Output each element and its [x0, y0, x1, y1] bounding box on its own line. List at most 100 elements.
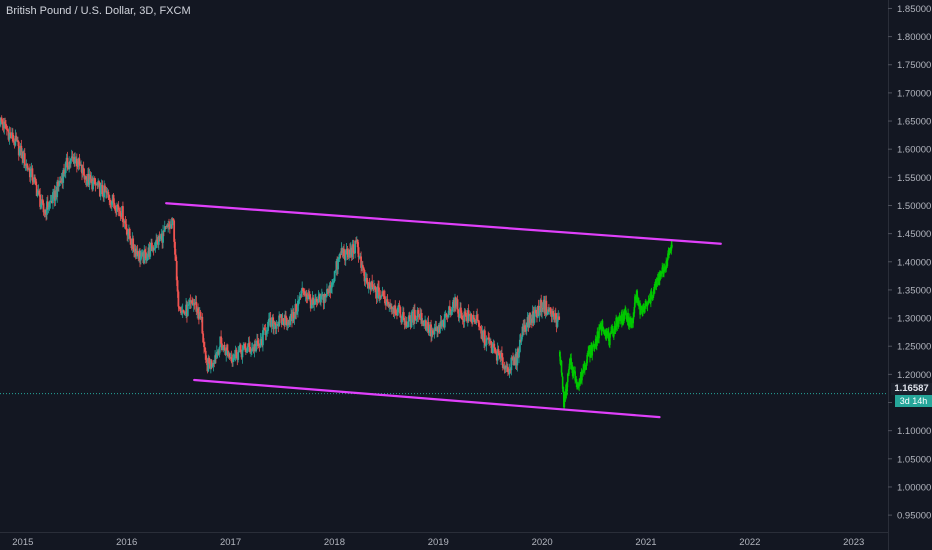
projected-candle: [597, 331, 599, 338]
candle: [99, 182, 102, 201]
candle: [508, 363, 511, 379]
candle: [26, 163, 29, 172]
projected-candle: [621, 309, 623, 328]
trendlines-layer[interactable]: [165, 202, 722, 419]
candle: [235, 347, 238, 359]
candle: [180, 306, 182, 316]
projected-candle: [566, 372, 569, 388]
time-axis[interactable]: 2015 2016 2017 2018 2019 2020 2021 2022 2023: [12, 537, 864, 548]
candle: [394, 300, 397, 317]
price-tick-label: 1.70000: [897, 88, 931, 99]
time-tick-label: 2018: [324, 537, 345, 548]
projected-candle: [636, 295, 639, 304]
price-axis[interactable]: 1.85000 1.80000 1.75000 1.70000 1.65000 1.600…: [888, 4, 931, 522]
candle: [401, 314, 403, 325]
candle: [119, 207, 122, 221]
candle: [399, 305, 402, 318]
candle: [18, 147, 21, 157]
time-tick-label: 2017: [220, 537, 241, 548]
support-trendline[interactable]: [193, 378, 661, 419]
candle: [296, 311, 298, 315]
candle: [244, 342, 247, 356]
candle: [232, 352, 234, 367]
candle: [284, 310, 287, 327]
projected-candle: [588, 345, 590, 353]
candle: [48, 200, 51, 211]
candle: [317, 290, 320, 304]
projected-candle: [664, 266, 666, 270]
projected-candle: [610, 325, 613, 334]
projected-candle: [646, 304, 649, 312]
candle: [390, 303, 393, 315]
candle: [465, 310, 467, 317]
candle: [410, 310, 413, 329]
price-tick-label: 1.60000: [897, 145, 931, 156]
price-tick-label: 1.25000: [897, 342, 931, 353]
projected-candle: [592, 345, 594, 349]
candle: [117, 201, 120, 217]
candle: [136, 244, 139, 256]
candle: [521, 323, 524, 340]
projected-candle: [572, 367, 575, 379]
price-tick-label: 1.45000: [897, 229, 931, 240]
price-tick-label: 1.75000: [897, 60, 931, 71]
time-tick-label: 2016: [116, 537, 137, 548]
projected-candle: [625, 307, 627, 315]
candle: [352, 239, 355, 260]
time-tick-label: 2015: [12, 537, 33, 548]
candle: [402, 307, 405, 322]
candle: [556, 312, 559, 329]
candle: [389, 299, 392, 310]
candle: [155, 233, 158, 248]
candle: [540, 294, 543, 317]
candle: [433, 323, 436, 339]
projected-candle: [581, 370, 583, 385]
price-tick-label: 0.95000: [897, 511, 931, 522]
resistance-trendline[interactable]: [165, 202, 722, 245]
price-tick-label: 1.65000: [897, 117, 931, 128]
symbol-title: British Pound / U.S. Dollar, 3D, FXCM: [6, 5, 191, 17]
projected-candle: [581, 372, 584, 375]
candle: [201, 313, 204, 335]
candle: [162, 224, 164, 249]
price-tick-label: 1.20000: [897, 370, 931, 381]
candle: [34, 178, 37, 186]
price-tick-label: 1.05000: [897, 454, 931, 465]
candle: [259, 332, 262, 349]
candle: [295, 303, 298, 320]
projected-candle: [662, 263, 665, 277]
projected-candle: [670, 241, 673, 255]
candle: [278, 311, 281, 327]
candle: [223, 341, 226, 351]
projected-candle: [599, 322, 602, 329]
price-tick-label: 1.00000: [897, 482, 931, 493]
projected-candle: [661, 262, 664, 278]
candle: [149, 242, 152, 260]
candle: [496, 342, 499, 365]
candle: [97, 178, 100, 189]
candle: [174, 249, 177, 262]
candle: [337, 256, 339, 274]
candle: [3, 117, 6, 135]
candle: [203, 341, 206, 352]
price-tick-label: 1.85000: [897, 4, 931, 15]
price-tick-label: 1.80000: [897, 32, 931, 43]
candle: [289, 314, 292, 327]
candle: [239, 343, 242, 354]
projected-candle: [609, 333, 611, 349]
candle: [384, 290, 386, 306]
candle: [192, 299, 195, 312]
projected-candle: [561, 372, 563, 378]
time-tick-label: 2019: [428, 537, 449, 548]
candle: [346, 246, 349, 261]
candle: [413, 303, 416, 325]
projected-candle: [584, 361, 586, 375]
candle: [558, 312, 561, 320]
candle: [431, 326, 433, 341]
time-tick-label: 2021: [635, 537, 656, 548]
candle: [533, 306, 536, 325]
candle: [364, 272, 367, 287]
